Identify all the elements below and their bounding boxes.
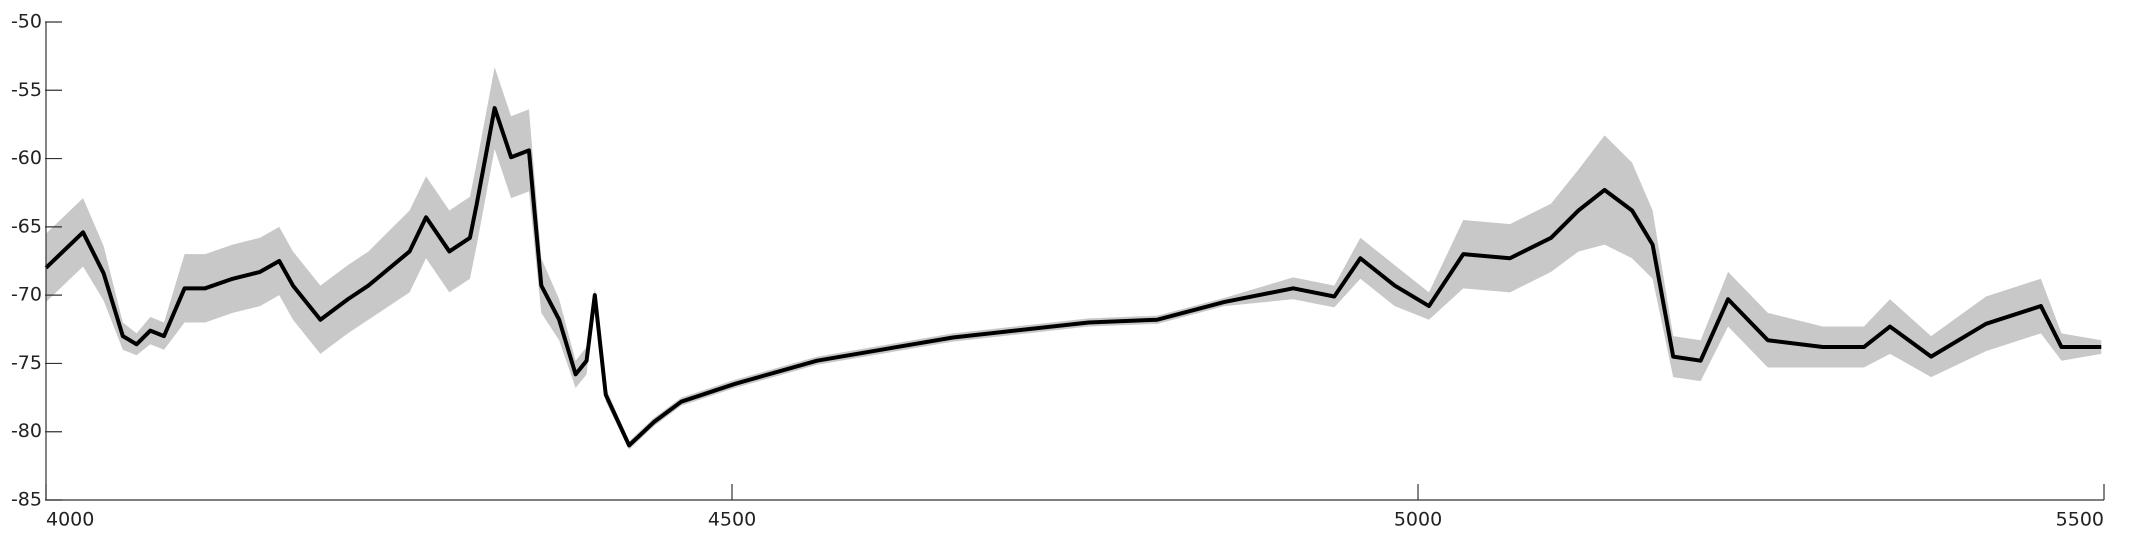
y-tick-label: -75 [11,352,42,374]
x-tick-label: 5000 [1394,509,1442,531]
y-tick-label: -85 [11,489,42,511]
x-tick-label: 5500 [2056,509,2104,531]
x-tick-label: 4500 [708,509,756,531]
y-tick-label: -50 [11,11,42,33]
data-line [44,106,2102,448]
y-tick-label: -65 [11,215,42,237]
y-tick-label: -80 [11,420,42,442]
error-band [46,67,2102,450]
y-tick-label: -60 [11,147,42,169]
x-tick-label: 4000 [46,509,94,531]
y-tick-label: -55 [11,79,42,101]
y-tick-label: -70 [11,284,42,306]
